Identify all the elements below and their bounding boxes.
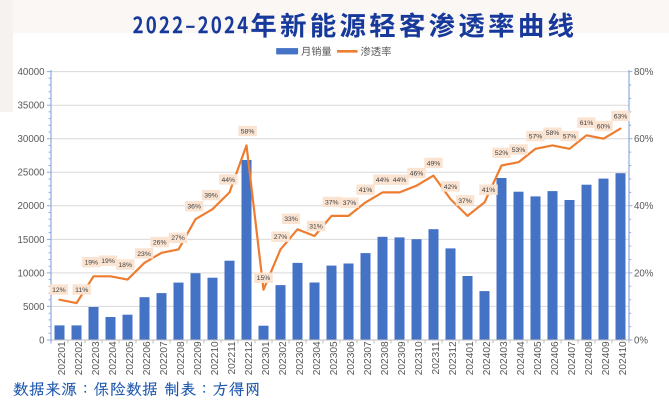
svg-text:202207: 202207 — [159, 341, 170, 375]
svg-text:26%: 26% — [153, 240, 167, 247]
svg-text:37%: 37% — [458, 198, 472, 205]
svg-text:202310: 202310 — [414, 341, 425, 375]
svg-text:46%: 46% — [410, 170, 424, 177]
svg-text:44%: 44% — [376, 177, 390, 184]
svg-text:0: 0 — [39, 335, 45, 346]
svg-text:40%: 40% — [634, 201, 654, 212]
svg-text:202305: 202305 — [329, 341, 340, 375]
svg-text:202404: 202404 — [516, 341, 527, 375]
svg-text:202403: 202403 — [499, 341, 510, 375]
svg-text:30000: 30000 — [18, 134, 46, 145]
svg-text:202407: 202407 — [567, 341, 578, 375]
svg-text:61%: 61% — [580, 120, 594, 127]
svg-text:39%: 39% — [204, 193, 218, 200]
svg-text:27%: 27% — [274, 234, 288, 241]
svg-text:202209: 202209 — [193, 341, 204, 375]
svg-text:202304: 202304 — [312, 341, 323, 375]
svg-text:202302: 202302 — [278, 341, 289, 375]
svg-text:202312: 202312 — [448, 341, 459, 375]
svg-text:57%: 57% — [529, 134, 543, 141]
svg-text:44%: 44% — [221, 177, 235, 184]
svg-text:15%: 15% — [257, 275, 271, 282]
svg-text:202406: 202406 — [550, 341, 561, 375]
svg-text:58%: 58% — [241, 128, 255, 135]
svg-text:31%: 31% — [309, 223, 323, 230]
svg-text:202210: 202210 — [210, 341, 221, 375]
svg-text:202202: 202202 — [74, 341, 85, 375]
svg-text:202409: 202409 — [601, 341, 612, 375]
svg-text:33%: 33% — [284, 216, 298, 223]
svg-text:37%: 37% — [325, 199, 339, 206]
svg-text:41%: 41% — [482, 187, 496, 194]
svg-text:202205: 202205 — [125, 341, 136, 375]
svg-text:23%: 23% — [137, 251, 151, 258]
svg-text:58%: 58% — [546, 130, 560, 137]
svg-text:42%: 42% — [444, 184, 458, 191]
svg-text:57%: 57% — [563, 134, 577, 141]
svg-text:202303: 202303 — [295, 341, 306, 375]
svg-text:36%: 36% — [187, 204, 201, 211]
svg-text:5000: 5000 — [23, 302, 45, 313]
svg-text:80%: 80% — [634, 67, 654, 78]
svg-text:202402: 202402 — [482, 341, 493, 375]
svg-text:202307: 202307 — [363, 341, 374, 375]
svg-text:27%: 27% — [171, 235, 185, 242]
svg-text:202301: 202301 — [261, 341, 272, 375]
svg-text:202204: 202204 — [108, 341, 119, 375]
svg-text:202410: 202410 — [618, 341, 629, 375]
svg-text:20000: 20000 — [18, 201, 46, 212]
svg-text:202306: 202306 — [346, 341, 357, 375]
svg-text:40000: 40000 — [18, 67, 46, 78]
svg-text:202408: 202408 — [584, 341, 595, 375]
svg-text:25000: 25000 — [18, 168, 46, 179]
svg-text:202311: 202311 — [431, 341, 442, 375]
svg-text:202201: 202201 — [57, 341, 68, 375]
svg-text:202206: 202206 — [142, 341, 153, 375]
svg-text:202208: 202208 — [176, 341, 187, 375]
svg-text:18%: 18% — [118, 262, 132, 269]
svg-text:44%: 44% — [393, 177, 407, 184]
svg-text:37%: 37% — [343, 200, 357, 207]
svg-text:202211: 202211 — [227, 341, 238, 375]
svg-text:53%: 53% — [512, 147, 526, 154]
svg-text:60%: 60% — [597, 123, 611, 130]
svg-text:41%: 41% — [359, 187, 373, 194]
svg-text:60%: 60% — [634, 134, 654, 145]
svg-text:202212: 202212 — [244, 341, 255, 375]
svg-text:202401: 202401 — [465, 341, 476, 375]
svg-text:52%: 52% — [495, 150, 509, 157]
svg-text:15000: 15000 — [18, 235, 46, 246]
svg-text:63%: 63% — [614, 113, 628, 120]
svg-text:19%: 19% — [84, 260, 98, 267]
svg-text:202203: 202203 — [91, 341, 102, 375]
svg-text:0%: 0% — [634, 335, 648, 346]
svg-text:202405: 202405 — [533, 341, 544, 375]
svg-text:35000: 35000 — [18, 101, 46, 112]
svg-text:20%: 20% — [634, 268, 654, 279]
svg-text:202308: 202308 — [380, 341, 391, 375]
svg-text:10000: 10000 — [18, 268, 46, 279]
svg-text:19%: 19% — [101, 258, 115, 265]
svg-text:202309: 202309 — [397, 341, 408, 375]
svg-text:49%: 49% — [427, 160, 441, 167]
svg-text:12%: 12% — [52, 287, 66, 294]
svg-text:11%: 11% — [75, 287, 88, 294]
